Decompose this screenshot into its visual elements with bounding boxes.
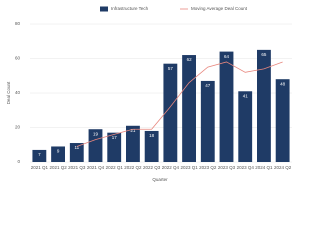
bar [257, 49, 271, 162]
data-label: 19 [93, 131, 99, 136]
bar [182, 55, 196, 162]
legend-label: Infrastructure Tech [111, 6, 149, 11]
data-label: 9 [57, 149, 60, 154]
x-tick-label: 2022 Q4 [162, 165, 180, 170]
bar [88, 129, 103, 162]
data-label: 64 [224, 54, 230, 59]
bar [238, 91, 253, 162]
data-label: 62 [187, 57, 193, 62]
data-label: 11 [74, 145, 79, 150]
data-label: 57 [168, 66, 174, 71]
x-tick-label: 2021 Q3 [68, 165, 86, 170]
x-tick-label: 2021 Q4 [87, 165, 105, 170]
x-tick-label: 2022 Q3 [143, 165, 161, 170]
x-tick-label: 2022 Q1 [106, 165, 124, 170]
data-label: 48 [280, 81, 286, 86]
x-tick-label: 2023 Q3 [218, 165, 236, 170]
y-tick-label: 20 [15, 125, 21, 130]
bar [126, 125, 140, 162]
x-tick-label: 2021 Q2 [49, 165, 67, 170]
bar [219, 51, 234, 162]
moving-average-line [76, 61, 283, 147]
data-label: 47 [205, 83, 211, 88]
y-tick-label: 80 [15, 21, 21, 26]
x-tick-label: 2022 Q2 [124, 165, 142, 170]
bar [69, 143, 84, 162]
y-axis-label: Deal Count [6, 81, 11, 104]
data-label: 21 [130, 128, 136, 133]
y-tick-label: 60 [15, 56, 21, 61]
x-axis-label: Quarter [152, 177, 168, 182]
data-label: 7 [38, 152, 41, 157]
data-label: 41 [243, 93, 249, 98]
x-tick-label: 2021 Q1 [31, 165, 49, 170]
bar [51, 146, 65, 162]
data-label: 65 [261, 52, 267, 57]
bar [200, 80, 215, 162]
legend-swatch [100, 6, 108, 12]
y-tick-label: 40 [15, 90, 21, 95]
data-label: 17 [112, 135, 118, 140]
bar [163, 63, 178, 162]
x-tick-label: 2023 Q2 [199, 165, 217, 170]
bar [32, 149, 47, 162]
legend-label: Moving Average Deal Count [191, 6, 248, 11]
bar [144, 130, 159, 162]
x-tick-label: 2023 Q4 [237, 165, 255, 170]
x-tick-label: 2023 Q1 [180, 165, 198, 170]
bar [275, 79, 290, 162]
x-tick-label: 2024 Q2 [274, 165, 292, 170]
data-label: 18 [149, 133, 155, 138]
x-tick-label: 2024 Q1 [255, 165, 273, 170]
y-tick-label: 0 [17, 159, 20, 164]
bar [107, 132, 122, 162]
